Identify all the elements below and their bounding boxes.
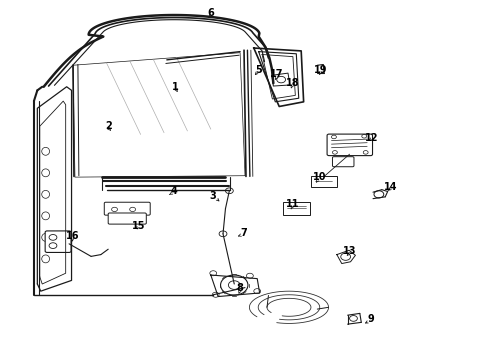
Text: 4: 4	[171, 186, 177, 197]
FancyBboxPatch shape	[283, 202, 311, 215]
FancyBboxPatch shape	[332, 157, 354, 167]
Text: 11: 11	[286, 199, 299, 210]
Text: 10: 10	[313, 172, 326, 182]
Text: 13: 13	[343, 246, 357, 256]
Polygon shape	[73, 53, 245, 177]
Text: 19: 19	[314, 64, 327, 75]
Text: 16: 16	[66, 231, 80, 240]
Text: 9: 9	[368, 314, 374, 324]
Text: 5: 5	[255, 64, 262, 75]
FancyBboxPatch shape	[327, 134, 372, 156]
Text: 12: 12	[365, 133, 379, 143]
Text: 3: 3	[210, 191, 217, 201]
Text: 17: 17	[270, 69, 284, 79]
FancyBboxPatch shape	[45, 231, 71, 252]
Text: 15: 15	[132, 221, 145, 231]
FancyBboxPatch shape	[312, 176, 337, 187]
Text: 14: 14	[384, 182, 397, 192]
FancyBboxPatch shape	[104, 202, 150, 215]
FancyBboxPatch shape	[108, 213, 147, 224]
Text: 7: 7	[241, 228, 247, 238]
Text: 1: 1	[172, 82, 179, 92]
Text: 2: 2	[105, 121, 112, 131]
Text: 6: 6	[207, 8, 214, 18]
Text: 18: 18	[286, 78, 300, 88]
Text: 8: 8	[237, 283, 244, 293]
